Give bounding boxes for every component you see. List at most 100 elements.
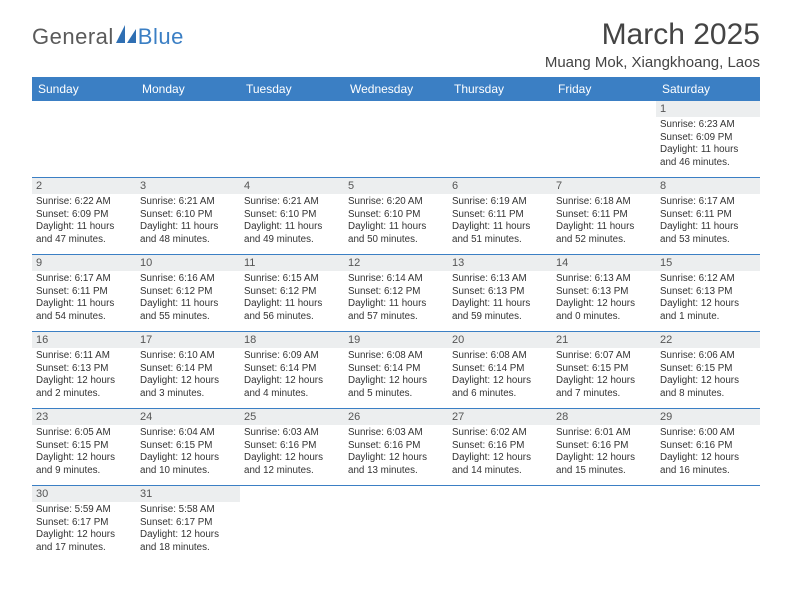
daylight-line: Daylight: 12 hours and 5 minutes.	[348, 375, 444, 400]
sunrise-line: Sunrise: 6:20 AM	[348, 196, 444, 209]
daylight-line: Daylight: 11 hours and 53 minutes.	[660, 221, 756, 246]
header: General Blue March 2025 Muang Mok, Xiang…	[32, 18, 760, 71]
sunset-line: Sunset: 6:13 PM	[36, 363, 132, 376]
sunset-line: Sunset: 6:15 PM	[556, 363, 652, 376]
location-text: Muang Mok, Xiangkhoang, Laos	[545, 54, 760, 71]
sunrise-line: Sunrise: 6:15 AM	[244, 273, 340, 286]
day-details: Sunrise: 6:03 AMSunset: 6:16 PMDaylight:…	[244, 427, 340, 477]
daylight-line: Daylight: 11 hours and 59 minutes.	[452, 298, 548, 323]
calendar-cell: 10Sunrise: 6:16 AMSunset: 6:12 PMDayligh…	[136, 255, 240, 332]
calendar-header-row: Sunday Monday Tuesday Wednesday Thursday…	[32, 77, 760, 101]
day-number: 22	[656, 332, 760, 348]
daylight-line: Daylight: 11 hours and 52 minutes.	[556, 221, 652, 246]
sunset-line: Sunset: 6:15 PM	[140, 440, 236, 453]
sunrise-line: Sunrise: 6:02 AM	[452, 427, 548, 440]
day-details: Sunrise: 6:11 AMSunset: 6:13 PMDaylight:…	[36, 350, 132, 400]
day-number: 11	[240, 255, 344, 271]
day-details: Sunrise: 6:22 AMSunset: 6:09 PMDaylight:…	[36, 196, 132, 246]
day-number: 7	[552, 178, 656, 194]
sunrise-line: Sunrise: 6:07 AM	[556, 350, 652, 363]
calendar-cell: 30Sunrise: 5:59 AMSunset: 6:17 PMDayligh…	[32, 486, 136, 563]
daylight-line: Daylight: 11 hours and 57 minutes.	[348, 298, 444, 323]
sunrise-line: Sunrise: 6:00 AM	[660, 427, 756, 440]
day-number: 20	[448, 332, 552, 348]
calendar-cell: 8Sunrise: 6:17 AMSunset: 6:11 PMDaylight…	[656, 178, 760, 255]
calendar-cell: .	[240, 486, 344, 563]
sunset-line: Sunset: 6:16 PM	[660, 440, 756, 453]
calendar-cell: 14 Sunrise: 6:13 AMSunset: 6:13 PMDayligh…	[552, 255, 656, 332]
calendar-cell: 19Sunrise: 6:08 AMSunset: 6:14 PMDayligh…	[344, 332, 448, 409]
daylight-line: Daylight: 11 hours and 56 minutes.	[244, 298, 340, 323]
sunrise-line: Sunrise: 6:17 AM	[36, 273, 132, 286]
calendar-row: 30Sunrise: 5:59 AMSunset: 6:17 PMDayligh…	[32, 486, 760, 563]
sunset-line: Sunset: 6:09 PM	[660, 132, 756, 145]
calendar-cell: .	[552, 101, 656, 178]
daylight-line: Daylight: 12 hours and 2 minutes.	[36, 375, 132, 400]
daylight-line: Daylight: 12 hours and 10 minutes.	[140, 452, 236, 477]
calendar-row: 9Sunrise: 6:17 AMSunset: 6:11 PMDaylight…	[32, 255, 760, 332]
day-details: Sunrise: 6:15 AMSunset: 6:12 PMDaylight:…	[244, 273, 340, 323]
calendar-cell: 1 Sunrise: 6:23 AMSunset: 6:09 PMDaylight…	[656, 101, 760, 178]
day-details: Sunrise: 6:23 AMSunset: 6:09 PMDaylight:…	[660, 119, 756, 169]
sunset-line: Sunset: 6:15 PM	[660, 363, 756, 376]
title-block: March 2025 Muang Mok, Xiangkhoang, Laos	[545, 18, 760, 71]
day-number: 1	[656, 101, 760, 117]
sunset-line: Sunset: 6:11 PM	[556, 209, 652, 222]
daylight-line: Daylight: 12 hours and 7 minutes.	[556, 375, 652, 400]
calendar-cell: .	[240, 101, 344, 178]
day-details: Sunrise: 6:07 AMSunset: 6:15 PMDaylight:…	[556, 350, 652, 400]
day-details: Sunrise: 6:21 AMSunset: 6:10 PMDaylight:…	[244, 196, 340, 246]
day-details: Sunrise: 6:03 AMSunset: 6:16 PMDaylight:…	[348, 427, 444, 477]
day-header: Sunday	[32, 77, 136, 101]
calendar-cell: 25Sunrise: 6:03 AMSunset: 6:16 PMDayligh…	[240, 409, 344, 486]
day-number: 12	[344, 255, 448, 271]
sunrise-line: Sunrise: 6:03 AM	[348, 427, 444, 440]
daylight-line: Daylight: 12 hours and 3 minutes.	[140, 375, 236, 400]
sunrise-line: Sunrise: 6:17 AM	[660, 196, 756, 209]
calendar-cell: 17Sunrise: 6:10 AMSunset: 6:14 PMDayligh…	[136, 332, 240, 409]
sunset-line: Sunset: 6:16 PM	[348, 440, 444, 453]
daylight-line: Daylight: 12 hours and 4 minutes.	[244, 375, 340, 400]
sunrise-line: Sunrise: 6:06 AM	[660, 350, 756, 363]
sunset-line: Sunset: 6:13 PM	[556, 286, 652, 299]
calendar-cell: 16Sunrise: 6:11 AMSunset: 6:13 PMDayligh…	[32, 332, 136, 409]
sunset-line: Sunset: 6:11 PM	[660, 209, 756, 222]
day-details: Sunrise: 6:10 AMSunset: 6:14 PMDaylight:…	[140, 350, 236, 400]
daylight-line: Daylight: 11 hours and 49 minutes.	[244, 221, 340, 246]
day-header: Friday	[552, 77, 656, 101]
daylight-line: Daylight: 11 hours and 46 minutes.	[660, 144, 756, 169]
day-details: Sunrise: 6:08 AMSunset: 6:14 PMDaylight:…	[348, 350, 444, 400]
calendar-cell: .	[32, 101, 136, 178]
daylight-line: Daylight: 12 hours and 12 minutes.	[244, 452, 340, 477]
daylight-line: Daylight: 12 hours and 1 minute.	[660, 298, 756, 323]
day-number: 21	[552, 332, 656, 348]
day-number: 27	[448, 409, 552, 425]
calendar-cell: .	[552, 486, 656, 563]
daylight-line: Daylight: 12 hours and 6 minutes.	[452, 375, 548, 400]
day-details: Sunrise: 6:14 AMSunset: 6:12 PMDaylight:…	[348, 273, 444, 323]
day-details: Sunrise: 6:02 AMSunset: 6:16 PMDaylight:…	[452, 427, 548, 477]
sunset-line: Sunset: 6:14 PM	[140, 363, 236, 376]
day-details: Sunrise: 6:17 AMSunset: 6:11 PMDaylight:…	[36, 273, 132, 323]
calendar-row: 16Sunrise: 6:11 AMSunset: 6:13 PMDayligh…	[32, 332, 760, 409]
sunset-line: Sunset: 6:16 PM	[244, 440, 340, 453]
sunset-line: Sunset: 6:13 PM	[452, 286, 548, 299]
day-number: 28	[552, 409, 656, 425]
day-number: 24	[136, 409, 240, 425]
calendar-cell: 18Sunrise: 6:09 AMSunset: 6:14 PMDayligh…	[240, 332, 344, 409]
day-details: Sunrise: 6:13 AMSunset: 6:13 PMDaylight:…	[452, 273, 548, 323]
day-details: Sunrise: 6:18 AMSunset: 6:11 PMDaylight:…	[556, 196, 652, 246]
day-details: Sunrise: 6:19 AMSunset: 6:11 PMDaylight:…	[452, 196, 548, 246]
calendar-row: ......1Sunrise: 6:23 AMSunset: 6:09 PMDa…	[32, 101, 760, 178]
day-number: 14	[552, 255, 656, 271]
day-details: Sunrise: 6:13 AMSunset: 6:13 PMDaylight:…	[556, 273, 652, 323]
day-header: Thursday	[448, 77, 552, 101]
sunrise-line: Sunrise: 6:08 AM	[452, 350, 548, 363]
day-number: 30	[32, 486, 136, 502]
calendar-cell: 26Sunrise: 6:03 AMSunset: 6:16 PMDayligh…	[344, 409, 448, 486]
day-number: 4	[240, 178, 344, 194]
sunrise-line: Sunrise: 6:16 AM	[140, 273, 236, 286]
day-details: Sunrise: 6:21 AMSunset: 6:10 PMDaylight:…	[140, 196, 236, 246]
day-number: 5	[344, 178, 448, 194]
calendar-cell: .	[656, 486, 760, 563]
